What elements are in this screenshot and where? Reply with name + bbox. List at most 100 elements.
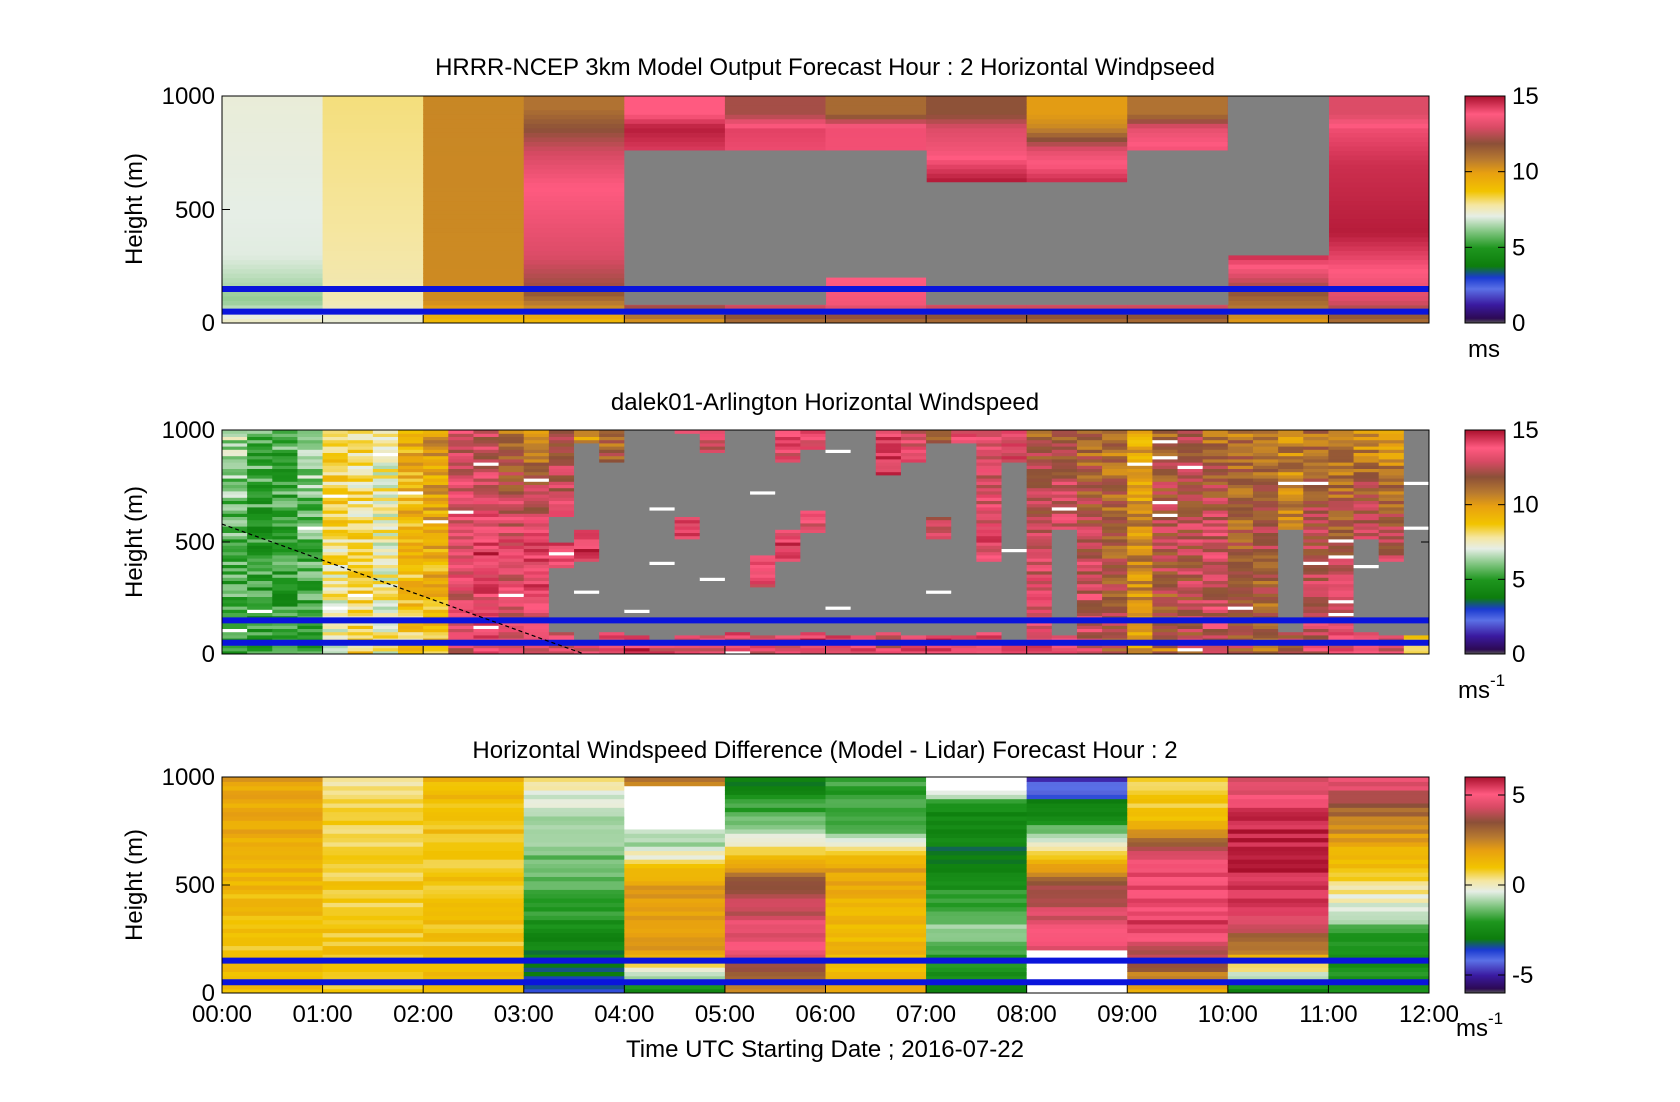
heatmap-cell [599,430,625,434]
heatmap-cell [825,794,927,800]
heatmap-cell [523,971,625,977]
heatmap-cell [272,510,299,514]
heatmap-cell [574,513,600,517]
heatmap-cell [900,510,927,514]
heatmap-cell [850,647,877,652]
heatmap-cell [1227,602,1254,607]
heatmap-cell [523,650,550,654]
heatmap-cell [850,644,877,649]
heatmap-cell [649,644,676,649]
heatmap-cell [1227,291,1330,297]
heatmap-cell [900,628,927,633]
heatmap-cell [247,490,273,495]
heatmap-cell [800,593,827,597]
heatmap-cell [473,542,500,546]
heatmap-cell [825,837,927,843]
heatmap-cell [1278,439,1304,444]
heatmap-cell [825,522,852,527]
heatmap-cell [1152,599,1179,604]
heatmap-cell [599,532,625,537]
heatmap-cell [1403,474,1429,479]
heatmap-cell [926,606,952,610]
heatmap-cell [724,532,751,537]
heatmap-cell [800,462,827,466]
heatmap-cell [1127,789,1229,795]
heatmap-cell [825,859,927,864]
heatmap-cell [1152,609,1179,613]
heatmap-cell [574,526,600,530]
heatmap-cell [1278,628,1304,633]
heatmap-cell [875,631,902,636]
heatmap-cell [1227,490,1254,495]
heatmap-cell [775,436,801,441]
heatmap-cell [423,433,449,437]
heatmap-cell [1378,634,1405,639]
heatmap-cell [951,532,977,537]
heatmap-cell [322,245,424,251]
heatmap-cell [272,458,299,463]
heatmap-cell [1001,497,1028,501]
heatmap-cell [222,200,324,206]
heatmap-cell [624,474,651,479]
heatmap-cell [800,586,827,591]
heatmap-cell [926,820,1028,826]
heatmap-cell [1227,807,1330,813]
heatmap-cell [1353,609,1380,613]
heatmap-cell [272,625,299,629]
heatmap-cell [976,644,1003,649]
heatmap-cell [1127,105,1229,111]
heatmap-cell [825,984,927,990]
heatmap-cell [448,545,475,549]
heatmap-cell [1127,542,1153,546]
heatmap-cell [750,590,776,594]
heatmap-cell [599,510,625,514]
heatmap-cell [624,988,726,993]
heatmap-cell [1328,807,1429,813]
heatmap-cell [548,532,575,537]
heatmap-cell [599,449,625,453]
heatmap-cell [322,631,349,636]
heatmap-cell [523,906,625,912]
heatmap-cell [649,430,676,434]
heatmap-cell [1127,650,1153,654]
heatmap-cell [272,561,299,565]
heatmap-cell [322,313,424,320]
heatmap-cell [599,465,625,469]
heatmap-cell [750,455,776,460]
heatmap-cell [1403,606,1429,610]
heatmap-cell [347,532,374,537]
heatmap-cell [1076,510,1103,514]
heatmap-cell [1328,647,1355,652]
heatmap-cell [448,593,475,597]
heatmap-cell [498,558,525,562]
heatmap-cell [297,513,324,517]
heatmap-cell [724,815,827,821]
heatmap-cell [724,554,751,559]
heatmap-cell [825,114,927,120]
heatmap-cell [1051,596,1078,601]
heatmap-cell [1001,455,1028,460]
heatmap-cell [900,439,927,444]
heatmap-cell [222,214,324,220]
heatmap-cell [1378,628,1405,633]
heatmap-cell [1227,880,1330,886]
heatmap-cell [1353,554,1380,559]
heatmap-cell [1202,564,1229,569]
heatmap-cell [473,554,500,559]
heatmap-cell [1026,484,1053,489]
heatmap-cell [1076,433,1103,437]
heatmap-cell [222,304,324,310]
heatmap-cell [1076,583,1103,588]
heatmap-cell [423,634,449,639]
heatmap-cell [1278,593,1304,597]
heatmap-cell [1252,561,1279,565]
heatmap-cell [674,596,701,601]
heatmap-cell [1127,609,1153,613]
heatmap-cell [800,487,827,492]
heatmap-cell [825,949,927,955]
heatmap-cell [1051,510,1078,514]
heatmap-cell [498,532,525,537]
heatmap-cell [1328,446,1355,450]
heatmap-cell [1177,449,1204,453]
heatmap-cell [1227,522,1254,527]
